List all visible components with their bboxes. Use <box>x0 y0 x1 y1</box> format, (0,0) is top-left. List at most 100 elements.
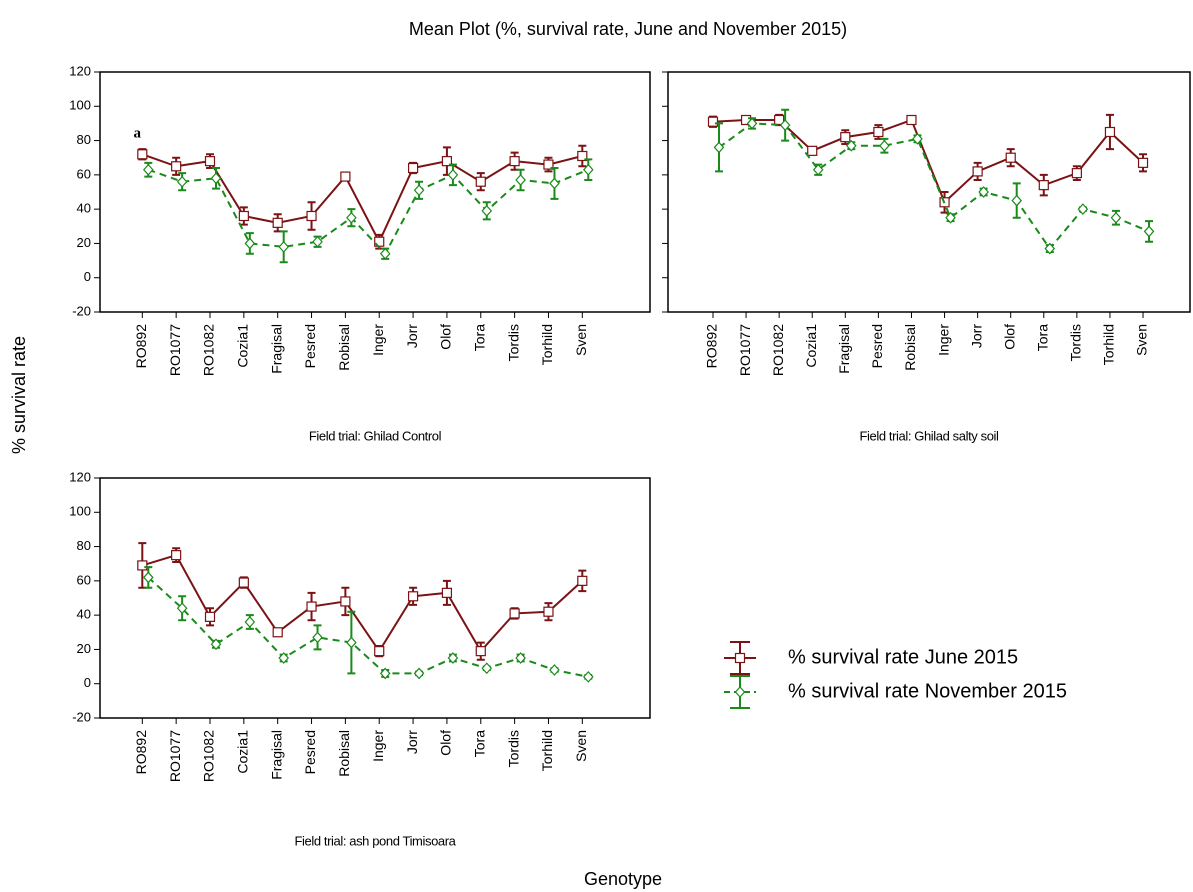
y-tick-label: 40 <box>77 607 91 622</box>
marker <box>774 114 785 126</box>
marker <box>873 126 884 138</box>
marker <box>171 550 182 561</box>
marker <box>238 210 249 222</box>
marker <box>346 636 357 649</box>
series-line <box>142 553 583 653</box>
series-line <box>147 576 589 678</box>
x-tick-label: Fragisal <box>836 324 852 374</box>
x-tick-label: Inger <box>370 730 386 762</box>
marker <box>906 114 917 126</box>
series-line <box>147 168 589 256</box>
marker <box>447 168 459 181</box>
marker <box>543 159 554 170</box>
marker <box>306 601 317 612</box>
marker <box>515 652 526 664</box>
marker <box>278 240 289 253</box>
marker <box>278 652 289 664</box>
marker <box>143 163 154 176</box>
y-tick-label: 120 <box>69 63 91 78</box>
y-axis-label: % survival rate <box>9 336 29 454</box>
marker <box>210 638 222 651</box>
marker <box>441 156 453 167</box>
marker <box>306 210 317 222</box>
marker <box>543 606 554 617</box>
marker <box>734 652 746 664</box>
marker <box>1038 180 1049 191</box>
marker <box>1005 152 1016 163</box>
marker <box>475 176 486 187</box>
y-tick-label: 120 <box>69 469 91 484</box>
marker <box>734 686 746 698</box>
marker <box>978 186 989 198</box>
x-tick-label: Torhild <box>539 730 555 771</box>
y-tick-label: 80 <box>77 132 91 147</box>
marker <box>204 156 216 167</box>
x-tick-label: Fragisal <box>268 324 284 374</box>
marker <box>272 217 283 228</box>
x-tick-label: RO1082 <box>201 324 217 376</box>
x-tick-label: Torhild <box>539 324 555 365</box>
y-tick-label: -20 <box>72 709 91 724</box>
marker <box>1044 242 1056 255</box>
marker <box>583 163 594 176</box>
x-tick-label: Tora <box>1034 324 1050 351</box>
marker <box>549 664 560 676</box>
x-tick-label: Olof <box>1001 324 1017 350</box>
y-tick-label: 40 <box>77 201 91 216</box>
marker <box>340 171 351 182</box>
marker <box>577 575 588 586</box>
x-tick-label: RO1077 <box>167 324 183 376</box>
x-tick-label: Tordis <box>1068 324 1084 361</box>
y-tick-label: -20 <box>72 303 91 318</box>
y-tick-label: 20 <box>77 235 91 250</box>
chart-title: Mean Plot (%, survival rate, June and No… <box>409 19 847 39</box>
annotation: a <box>134 126 142 142</box>
marker <box>807 145 818 156</box>
x-tick-label: Sven <box>1134 324 1150 356</box>
y-tick-label: 60 <box>77 572 91 587</box>
x-tick-label: Tora <box>471 324 487 351</box>
marker <box>171 161 182 172</box>
plot-frame <box>99 71 651 313</box>
x-tick-label: RO1077 <box>167 730 183 782</box>
x-tick-label: RO1082 <box>770 324 786 376</box>
x-tick-label: RO1082 <box>201 730 217 782</box>
x-tick-label: Jorr <box>404 324 420 348</box>
marker <box>509 608 520 619</box>
x-tick-label: Cozia1 <box>803 324 819 368</box>
panel-caption: Field trial: Ghilad salty soil <box>860 428 1000 443</box>
x-tick-label: Tordis <box>505 324 521 361</box>
marker <box>812 163 824 176</box>
y-tick-label: 100 <box>69 504 91 519</box>
marker <box>1104 126 1116 138</box>
y-tick-label: 100 <box>69 98 91 113</box>
marker <box>846 139 857 152</box>
legend-label: % survival rate November 2015 <box>788 680 1067 702</box>
marker <box>137 149 148 160</box>
x-tick-label: Jorr <box>404 730 420 754</box>
marker <box>1077 203 1089 216</box>
marker <box>515 174 526 186</box>
x-tick-label: RO892 <box>704 324 720 369</box>
x-tick-label: RO892 <box>133 324 149 369</box>
marker <box>577 150 588 162</box>
series-line <box>718 122 1150 251</box>
marker <box>1071 168 1082 179</box>
x-tick-label: Robisal <box>902 324 918 371</box>
legend-label: % survival rate June 2015 <box>788 646 1018 668</box>
x-tick-label: Fragisal <box>268 730 284 780</box>
marker <box>1011 194 1023 207</box>
marker <box>379 667 391 680</box>
x-tick-label: Sven <box>573 730 589 762</box>
marker <box>244 237 256 250</box>
x-axis-label: Genotype <box>584 869 662 889</box>
x-tick-label: Inger <box>370 324 386 356</box>
marker <box>204 611 216 622</box>
marker <box>441 587 453 598</box>
marker <box>238 577 249 588</box>
x-tick-label: Tordis <box>505 730 521 767</box>
marker <box>379 247 391 260</box>
marker <box>1110 211 1122 224</box>
